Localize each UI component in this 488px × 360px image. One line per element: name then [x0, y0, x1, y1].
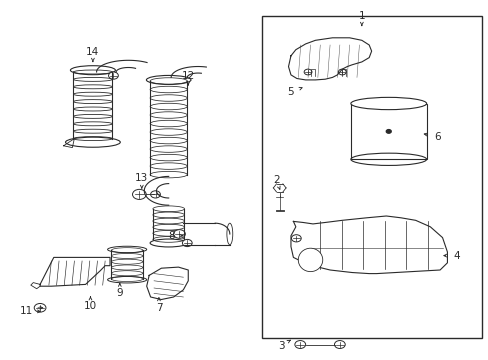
Polygon shape: [146, 267, 188, 300]
Text: 7: 7: [155, 303, 162, 313]
Circle shape: [108, 72, 118, 79]
Text: 4: 4: [453, 251, 460, 261]
Ellipse shape: [350, 97, 426, 110]
Circle shape: [132, 189, 146, 199]
Polygon shape: [40, 257, 110, 286]
Text: 14: 14: [86, 47, 100, 57]
Text: 3: 3: [277, 341, 284, 351]
Text: 2: 2: [272, 175, 279, 185]
Bar: [261, 16, 481, 338]
Circle shape: [173, 230, 185, 238]
Polygon shape: [290, 216, 447, 274]
Circle shape: [291, 235, 301, 242]
Circle shape: [304, 69, 311, 75]
Text: 8: 8: [167, 231, 174, 241]
Circle shape: [334, 341, 345, 348]
Circle shape: [150, 191, 160, 198]
Text: 9: 9: [116, 288, 123, 298]
Circle shape: [182, 239, 192, 247]
Text: 6: 6: [433, 132, 440, 142]
Text: 13: 13: [135, 173, 148, 183]
Circle shape: [34, 303, 46, 312]
Text: 11: 11: [20, 306, 34, 316]
Text: 10: 10: [84, 301, 97, 311]
Circle shape: [294, 341, 305, 348]
Circle shape: [338, 69, 346, 75]
Text: 1: 1: [358, 11, 365, 21]
Text: 12: 12: [181, 71, 195, 81]
Bar: [350, 104, 426, 159]
Ellipse shape: [298, 248, 322, 271]
Circle shape: [386, 130, 390, 133]
Text: 5: 5: [287, 87, 294, 97]
